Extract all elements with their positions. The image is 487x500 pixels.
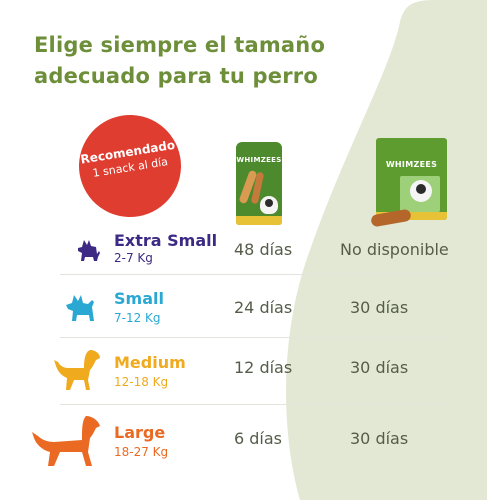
dog-photo (410, 180, 432, 202)
small-pack-days: 24 días (234, 298, 293, 317)
small-dog-icon (66, 295, 94, 321)
extra-small-pack-days: 48 días (234, 240, 293, 259)
size-name-extra-small: Extra Small (114, 231, 218, 250)
size-name-large: Large (114, 423, 166, 442)
small-pack-logo: WHIMZEES (236, 156, 282, 164)
small-box-days: 30 días (350, 298, 409, 317)
row-divider (60, 404, 447, 405)
title-line-1: Elige siempre el tamaño (34, 33, 326, 57)
extra-small-dog-icon (78, 240, 100, 261)
page-title: Elige siempre el tamaño adecuado para tu… (34, 30, 325, 92)
extra-small-box-days: No disponible (340, 240, 449, 259)
large-pack-days: 6 días (234, 429, 283, 448)
size-name-small: Small (114, 289, 164, 308)
dog-photo (260, 196, 278, 214)
medium-pack-days: 12 días (234, 358, 293, 377)
title-line-2: adecuado para tu perro (34, 64, 318, 88)
box-band (376, 212, 447, 220)
size-weight-medium: 12-18 Kg (114, 375, 169, 389)
large-box-days: 30 días (350, 429, 409, 448)
medium-dog-icon (54, 350, 100, 390)
size-weight-extra-small: 2-7 Kg (114, 251, 153, 265)
small-pack-image: WHIMZEES (236, 142, 282, 225)
size-name-medium: Medium (114, 353, 186, 372)
row-divider (60, 337, 447, 338)
size-weight-large: 18-27 Kg (114, 445, 169, 459)
big-box-image: WHIMZEES (376, 138, 447, 220)
large-dog-icon (32, 416, 100, 466)
medium-box-days: 30 días (350, 358, 409, 377)
big-box-logo: WHIMZEES (385, 160, 438, 169)
row-divider (60, 274, 447, 275)
pack-band (236, 216, 282, 225)
size-weight-small: 7-12 Kg (114, 311, 161, 325)
